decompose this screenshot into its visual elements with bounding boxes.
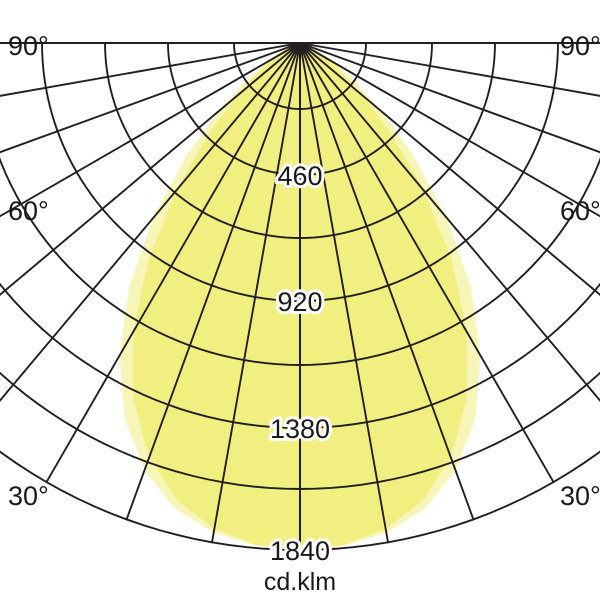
radial-value-label-2: 1380 [270, 414, 330, 444]
angle-label-right-2: 30° [560, 481, 600, 511]
grid-ray-70deg [0, 42, 301, 154]
radial-value-label-1: 920 [277, 287, 322, 317]
grid-ray-20deg [299, 42, 475, 521]
angle-label-left-1: 60° [8, 196, 49, 226]
grid-ray-50deg [299, 42, 600, 296]
grid-ray-70deg [299, 42, 600, 154]
grid-ray-40deg [0, 42, 301, 403]
angle-label-right-0: 90° [560, 31, 600, 61]
grid-ray-60deg [299, 42, 600, 218]
angle-label-right-1: 60° [560, 196, 600, 226]
grid-ray-50deg [0, 42, 301, 296]
grid-ray-30deg [45, 42, 301, 484]
grid-ray-10deg [211, 42, 301, 544]
radial-value-label-0: 460 [277, 161, 322, 191]
unit-label: cd.klm [264, 568, 336, 596]
grid-ray-30deg [299, 42, 555, 484]
angle-label-left-0: 90° [8, 31, 49, 61]
radial-value-label-3: 1840 [270, 536, 330, 566]
grid-ray-10deg [299, 42, 389, 544]
grid-ray-60deg [0, 42, 301, 218]
grid-ray-40deg [299, 42, 600, 403]
grid-ray-20deg [125, 42, 301, 521]
grid-ray-80deg [299, 42, 600, 97]
angle-label-left-2: 30° [8, 481, 49, 511]
grid-ray-80deg [0, 42, 301, 97]
